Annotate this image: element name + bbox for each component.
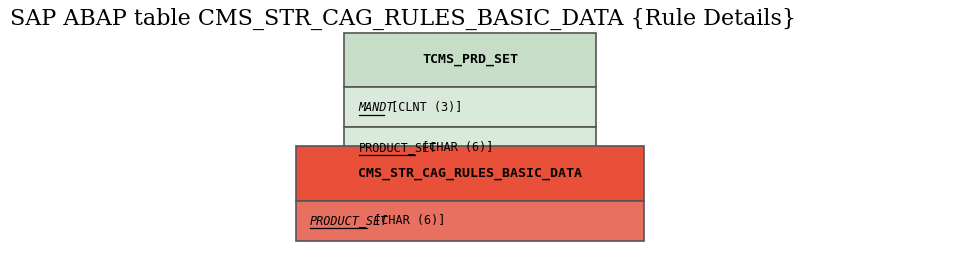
Text: MANDT: MANDT	[359, 101, 394, 114]
FancyBboxPatch shape	[344, 127, 596, 168]
FancyBboxPatch shape	[296, 146, 644, 201]
Text: [CLNT (3)]: [CLNT (3)]	[384, 101, 462, 114]
FancyBboxPatch shape	[296, 201, 644, 241]
Text: PRODUCT_SET: PRODUCT_SET	[310, 214, 389, 227]
Text: CMS_STR_CAG_RULES_BASIC_DATA: CMS_STR_CAG_RULES_BASIC_DATA	[358, 167, 582, 180]
FancyBboxPatch shape	[344, 87, 596, 127]
Text: [CHAR (6)]: [CHAR (6)]	[415, 141, 493, 154]
Text: TCMS_PRD_SET: TCMS_PRD_SET	[422, 53, 518, 66]
Text: [CHAR (6)]: [CHAR (6)]	[366, 214, 445, 227]
FancyBboxPatch shape	[344, 33, 596, 87]
Text: SAP ABAP table CMS_STR_CAG_RULES_BASIC_DATA {Rule Details}: SAP ABAP table CMS_STR_CAG_RULES_BASIC_D…	[10, 8, 796, 30]
Text: PRODUCT_SET: PRODUCT_SET	[359, 141, 437, 154]
